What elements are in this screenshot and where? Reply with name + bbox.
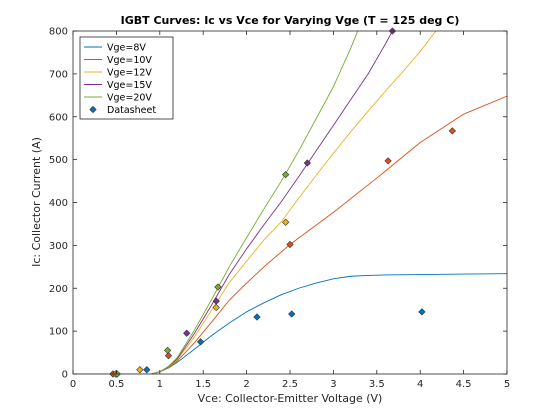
legend-label: Vge=20V [107, 93, 152, 104]
y-tick-label: 700 [49, 69, 68, 80]
x-tick-label: 0 [70, 379, 76, 390]
y-tick-label: 600 [49, 112, 68, 123]
legend-label: Vge=10V [107, 55, 152, 66]
datasheet-point [288, 310, 296, 318]
series-line-vge-4 [73, 31, 359, 374]
y-tick-label: 300 [49, 241, 68, 252]
legend-label-datasheet: Datasheet [107, 105, 156, 116]
datasheet-point [282, 171, 290, 179]
x-tick-label: 4.5 [456, 379, 472, 390]
datasheet-point [212, 297, 220, 305]
y-tick-label: 500 [49, 155, 68, 166]
datasheet-point [136, 366, 144, 374]
datasheet-point [164, 351, 173, 360]
datasheet-point [183, 329, 191, 337]
y-tick-label: 800 [49, 27, 68, 38]
datasheet-point [253, 313, 261, 321]
legend-box [79, 36, 174, 120]
x-tick-label: 4 [417, 379, 423, 390]
y-axis-label: Ic: Collector Current (A) [30, 137, 43, 267]
legend-label: Vge=12V [107, 68, 152, 79]
x-tick-label: 2 [243, 379, 249, 390]
y-axis-ticks: 0 100 200 300 400 500 600 700 800 [49, 27, 507, 381]
datasheet-point [448, 127, 456, 135]
legend-label: Vge=8V [107, 43, 146, 54]
chart-title: IGBT Curves: Ic vs Vce for Varying Vge (… [121, 14, 460, 27]
datasheet-point [384, 157, 392, 165]
datasheet-point [214, 283, 222, 291]
datasheet-point [212, 303, 220, 312]
y-tick-label: 0 [62, 370, 68, 381]
x-tick-label: 1 [157, 379, 163, 390]
datasheet-point [303, 159, 311, 167]
series-layer [73, 31, 507, 374]
x-tick-label: 3 [330, 379, 336, 390]
legend-swatch-marker [89, 105, 97, 114]
y-tick-label: 100 [49, 327, 68, 338]
legend-label: Vge=15V [107, 80, 152, 91]
y-tick-label: 400 [49, 198, 68, 209]
datasheet-point [163, 346, 172, 355]
series-line-vge-0 [73, 273, 507, 374]
datasheet-point [286, 240, 294, 249]
datasheet-point [143, 366, 151, 374]
x-tick-label: 5 [504, 379, 510, 390]
y-tick-label: 200 [49, 284, 68, 295]
x-tick-label: 3.5 [369, 379, 385, 390]
x-tick-label: 2.5 [282, 379, 298, 390]
datasheet-point [282, 218, 290, 226]
x-tick-label: 0.5 [108, 379, 124, 390]
x-axis-ticks: 0 0.5 1 1.5 2 2.5 3 3.5 4 4.5 5 [70, 31, 510, 390]
x-axis-label: Vce: Collector-Emitter Voltage (V) [198, 392, 383, 405]
x-tick-label: 1.5 [195, 379, 211, 390]
datasheet-point [418, 308, 426, 316]
datasheet-point [196, 338, 205, 346]
